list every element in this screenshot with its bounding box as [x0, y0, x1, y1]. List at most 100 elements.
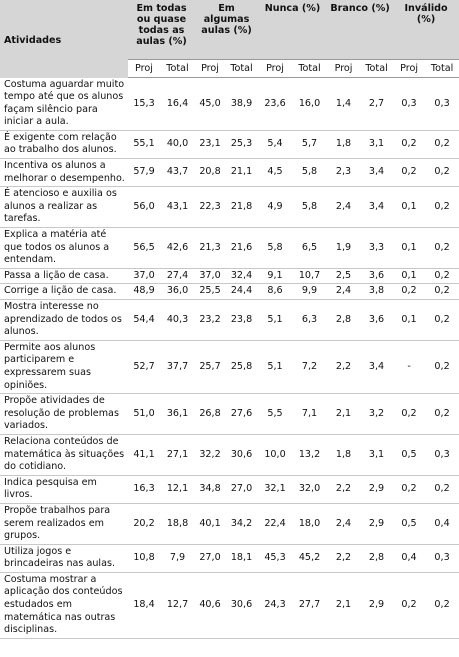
- cell: 23,6: [258, 77, 293, 131]
- activity: Propõe trabalhos para serem realizados e…: [0, 503, 128, 545]
- cell: 2,1: [327, 393, 361, 435]
- cell: 0,2: [393, 475, 426, 504]
- cell: 0,2: [425, 186, 459, 229]
- cell: 18,1: [225, 544, 259, 573]
- cell: 21,3: [195, 227, 226, 269]
- cell: 37,0: [195, 268, 226, 285]
- cell: 34,8: [195, 475, 226, 504]
- cell: 25,5: [195, 283, 226, 300]
- row: Explica a matéria até que todos os aluno…: [0, 227, 459, 269]
- cell: 0,4: [393, 544, 426, 573]
- cell: 2,2: [327, 340, 361, 395]
- cell: 3,4: [360, 158, 394, 188]
- activity: Mostra interesse no aprendizado de todos…: [0, 299, 128, 341]
- cell: 23,8: [225, 299, 259, 341]
- group-header: Branco (%): [327, 0, 394, 60]
- cell: 0,2: [425, 299, 459, 341]
- cell: 32,1: [258, 475, 293, 504]
- cell: 22,3: [195, 186, 226, 229]
- cell: 0,2: [425, 227, 459, 269]
- cell: 56,5: [128, 227, 160, 269]
- cell: 21,6: [225, 227, 259, 269]
- cell: 3,4: [360, 186, 394, 229]
- cell: 24,3: [258, 572, 293, 639]
- cell: 2,4: [327, 186, 361, 229]
- row: Permite aos alunos participarem e expres…: [0, 340, 459, 395]
- row: Incentiva os alunos a melhorar o desempe…: [0, 158, 459, 188]
- cell: 0,3: [425, 434, 459, 476]
- header-row: Atividades Em todas ou quase todas as au…: [0, 0, 459, 78]
- activity: Costuma mostrar a aplicação dos conteúdo…: [0, 572, 128, 639]
- cell: 48,9: [128, 283, 160, 300]
- cell: 40,1: [195, 503, 226, 545]
- cell: 5,8: [258, 227, 293, 269]
- cell: 10,7: [292, 268, 328, 285]
- cell: 0,5: [393, 434, 426, 476]
- cell: 23,2: [195, 299, 226, 341]
- cell: 20,2: [128, 503, 160, 545]
- row: É exigente com relação ao trabalho dos a…: [0, 130, 459, 160]
- cell: 54,4: [128, 299, 160, 341]
- cell: 2,9: [360, 475, 394, 504]
- row: Corrige a lição de casa. 48,9 36,0 25,5 24,4…: [0, 283, 459, 300]
- cell: 3,6: [360, 299, 394, 341]
- subheader: Total: [225, 59, 259, 78]
- results-table: Atividades Em todas ou quase todas as au…: [0, 0, 459, 639]
- row: Utiliza jogos e brincadeiras nas aulas. 1…: [0, 544, 459, 573]
- cell: 3,4: [360, 340, 394, 395]
- subheader-row: Proj Total Proj Total Proj Total Proj Total Proj…: [0, 59, 459, 78]
- cell: 23,1: [195, 130, 226, 160]
- cell: 30,6: [225, 434, 259, 476]
- cell: 27,0: [195, 544, 226, 573]
- cell: 36,0: [160, 283, 196, 300]
- cell: 7,2: [292, 340, 328, 395]
- cell: 4,9: [258, 186, 293, 229]
- cell: 4,5: [258, 158, 293, 188]
- cell: 5,8: [292, 186, 328, 229]
- activity: Passa a lição de casa.: [0, 268, 128, 285]
- table-body: Costuma aguardar muito tempo até que os …: [0, 77, 459, 639]
- cell: 25,7: [195, 340, 226, 395]
- cell: 0,5: [393, 503, 426, 545]
- activity: É exigente com relação ao trabalho dos a…: [0, 130, 128, 160]
- cell: 18,4: [128, 572, 160, 639]
- cell: 2,1: [327, 572, 361, 639]
- cell: 40,6: [195, 572, 226, 639]
- cell: 2,5: [327, 268, 361, 285]
- cell: 2,2: [327, 544, 361, 573]
- subheader: Proj: [128, 59, 160, 78]
- cell: 25,8: [225, 340, 259, 395]
- cell: 22,4: [258, 503, 293, 545]
- cell: 42,6: [160, 227, 196, 269]
- cell: 52,7: [128, 340, 160, 395]
- cell: 37,0: [128, 268, 160, 285]
- cell: 30,6: [225, 572, 259, 639]
- cell: 5,8: [292, 158, 328, 188]
- cell: 34,2: [225, 503, 259, 545]
- cell: 45,2: [292, 544, 328, 573]
- cell: 5,4: [258, 130, 293, 160]
- cell: 2,7: [360, 77, 394, 131]
- cell: 3,2: [360, 393, 394, 435]
- cell: 3,1: [360, 434, 394, 476]
- subheader: Total: [292, 59, 328, 78]
- cell: 0,1: [393, 268, 426, 285]
- cell: 32,4: [225, 268, 259, 285]
- cell: 27,7: [292, 572, 328, 639]
- cell: 2,9: [360, 572, 394, 639]
- cell: 43,1: [160, 186, 196, 229]
- cell: 12,1: [160, 475, 196, 504]
- cell: 5,5: [258, 393, 293, 435]
- cell: 36,1: [160, 393, 196, 435]
- activity: Incentiva os alunos a melhorar o desempe…: [0, 158, 128, 188]
- cell: 0,3: [425, 77, 459, 131]
- cell: 40,3: [160, 299, 196, 341]
- cell: 18,0: [292, 503, 328, 545]
- activity: Utiliza jogos e brincadeiras nas aulas.: [0, 544, 128, 573]
- row: Costuma mostrar a aplicação dos conteúdo…: [0, 572, 459, 639]
- row: Mostra interesse no aprendizado de todos…: [0, 299, 459, 341]
- cell: 27,0: [225, 475, 259, 504]
- cell: 16,0: [292, 77, 328, 131]
- cell: 0,1: [393, 227, 426, 269]
- subheader: Proj: [393, 59, 426, 78]
